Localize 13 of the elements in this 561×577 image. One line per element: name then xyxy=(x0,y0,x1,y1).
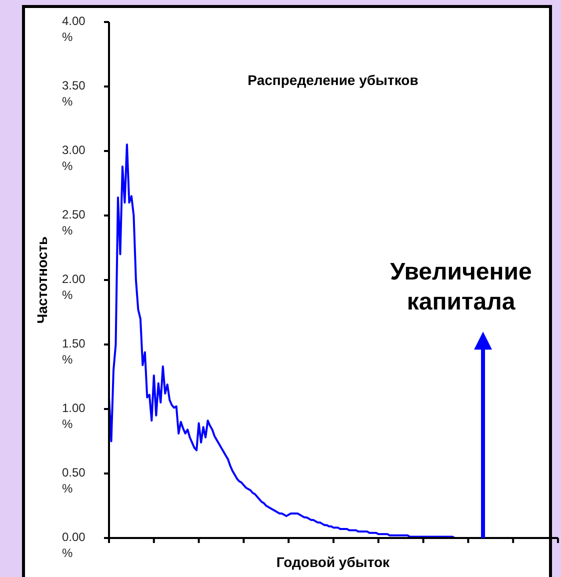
x-axis-title: Годовой убыток xyxy=(276,554,391,570)
y-tick-label: 3.50 % xyxy=(62,78,86,109)
annotation: Увеличение капитала xyxy=(390,258,532,316)
y-tick-label: 1.50 % xyxy=(62,336,86,367)
text: Распределение убытков xyxy=(248,72,419,88)
y-axis-title: Частотность xyxy=(34,236,50,324)
y-tick-label: 3.00 % xyxy=(62,143,86,174)
y-tick-label: 2.00 % xyxy=(62,272,86,302)
y-tick-label: 0.50 % xyxy=(62,466,86,496)
y-tick-label: 4.00 % xyxy=(62,14,86,44)
y-tick-label: 2.50 % xyxy=(62,208,86,238)
y-tick-label: 0.00 % xyxy=(62,530,86,560)
y-tick-label: 1.00 % xyxy=(62,401,86,432)
